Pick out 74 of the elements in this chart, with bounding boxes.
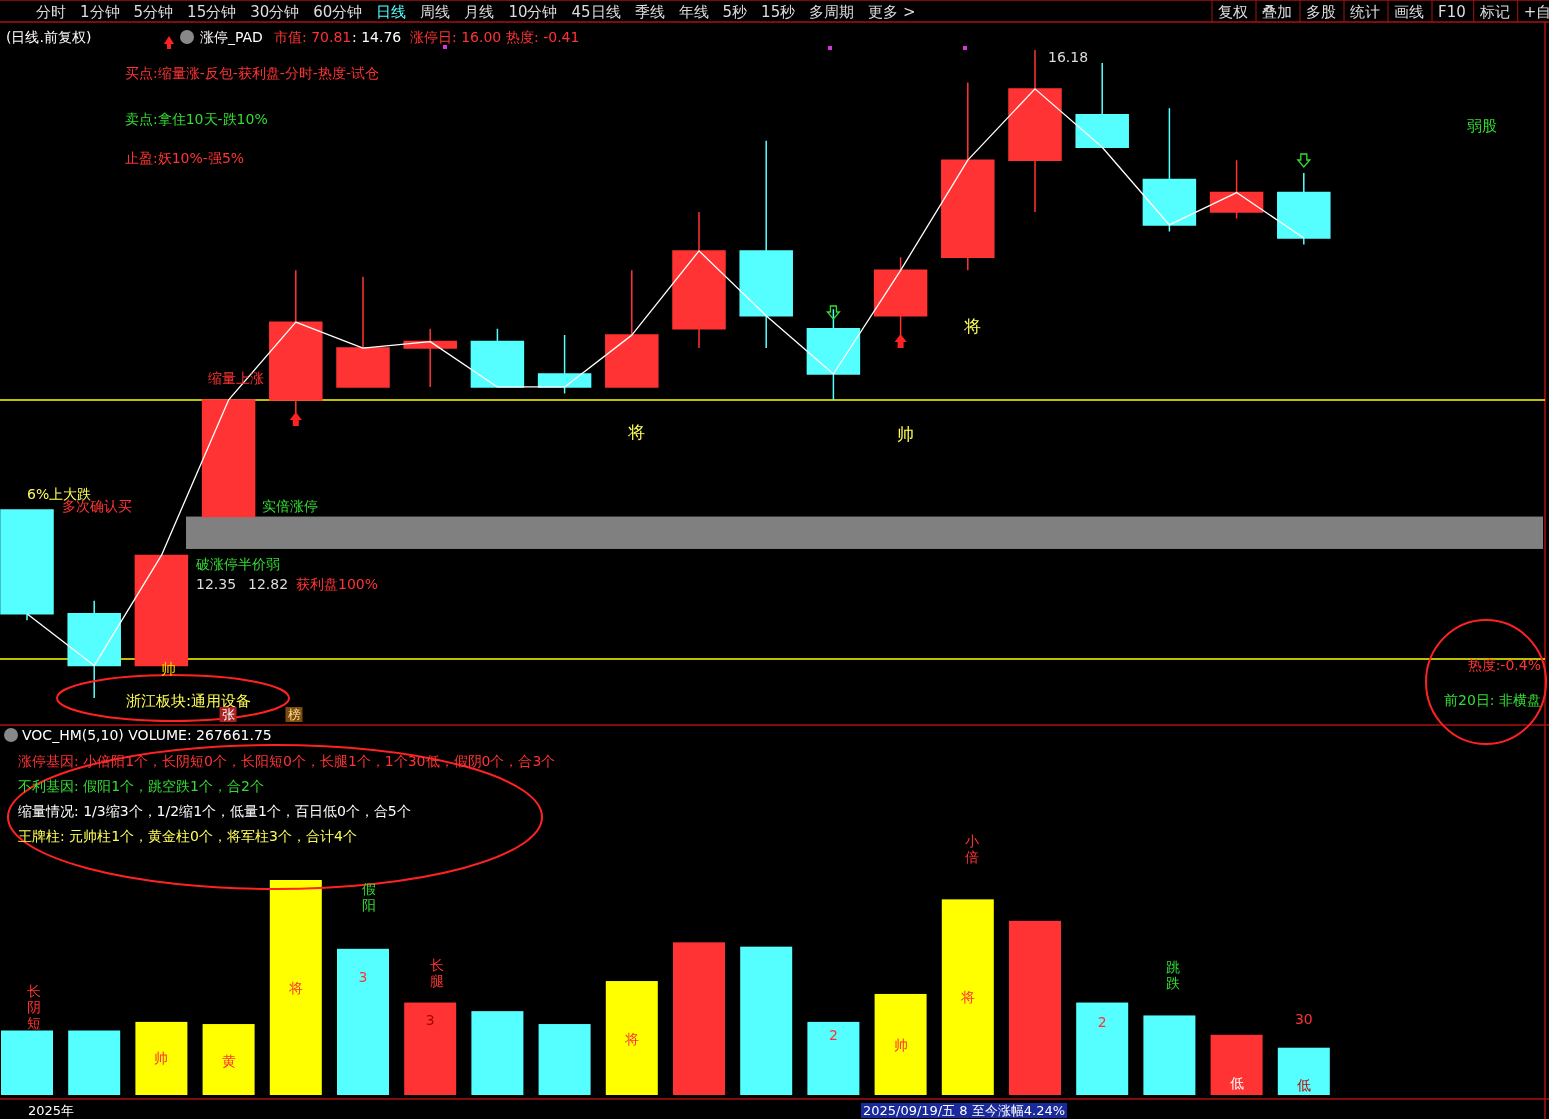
text: 热度: -0.41 — [506, 29, 580, 45]
annotation: 12.82 — [248, 576, 289, 592]
text: 60分钟 — [313, 3, 363, 21]
text: 月线 — [464, 3, 495, 21]
annotation: 将 — [287, 980, 303, 996]
annotation: 卖点:拿住10天-跌10% — [125, 111, 268, 127]
annotation: 将 — [626, 422, 645, 442]
annotation: 止盈:妖10%-强5% — [125, 150, 245, 166]
annotation: 3 — [358, 969, 368, 985]
annotation: 帅 — [893, 1037, 908, 1053]
text: 叠加 — [1262, 3, 1292, 21]
annotation: 实倍涨停 — [262, 498, 318, 514]
annotation: 将 — [959, 989, 975, 1005]
annotation: 2 — [828, 1027, 838, 1043]
text: 45日线 — [571, 3, 621, 21]
text: 2025年 — [28, 1103, 75, 1118]
text: 热度:-0.4% — [1467, 657, 1541, 673]
annotation: 长腿 — [430, 957, 444, 989]
annotation: 买点:缩量涨-反包-获利盘-分时-热度-试仓 — [125, 65, 379, 81]
annotation: 低 — [1296, 1077, 1311, 1093]
text: +自 — [1523, 3, 1549, 21]
annotation: 破涨停半价弱 — [195, 556, 280, 572]
text: : 14.76 — [352, 29, 402, 45]
text: 前20日: 非横盘 — [1444, 692, 1541, 708]
text: 市值: 70.81 — [274, 29, 352, 45]
text: 画线 — [1394, 3, 1424, 21]
text: F10 — [1438, 3, 1466, 21]
text: 5分钟 — [133, 3, 174, 21]
text: 周线 — [420, 3, 451, 21]
annotation: 长阴短 — [27, 983, 41, 1031]
text: 15秒 — [761, 3, 796, 21]
annotation: 3 — [425, 1012, 435, 1028]
annotation: 2 — [1097, 1014, 1107, 1030]
annotation: 跳跌 — [1166, 959, 1180, 991]
text: 更多 > — [868, 3, 916, 21]
text: 榜 — [287, 707, 301, 722]
text: 30分钟 — [250, 3, 300, 21]
text: 多股 — [1306, 3, 1336, 21]
text: 涨停_PAD — [200, 29, 263, 45]
text: 日线 — [376, 3, 407, 21]
annotation: 获利盘100% — [296, 576, 379, 592]
annotation: 低 — [1229, 1075, 1244, 1091]
text: 涨停日: 16.00 — [410, 29, 502, 45]
text: 年线 — [678, 3, 709, 21]
text: 10分钟 — [508, 3, 558, 21]
annotation: 假阳 — [362, 881, 376, 913]
annotation: 帅 — [154, 1050, 169, 1066]
text: 5秒 — [722, 3, 748, 21]
annotation: 30 — [1294, 1011, 1313, 1027]
text: 季线 — [634, 3, 665, 21]
chart-title: VOC_HM(5,10) VOLUME: 267661.75 — [22, 727, 272, 743]
text: 15分钟 — [187, 3, 237, 21]
annotation: 将 — [962, 316, 981, 336]
annotation: 将 — [623, 1031, 639, 1047]
text: 分时 — [36, 3, 66, 21]
text: 2025/09/19/五 8 至今涨幅4.24% — [862, 1103, 1066, 1118]
annotation: 6%上大跌 — [27, 486, 92, 502]
annotation: 帅 — [896, 424, 914, 444]
text: 张 — [221, 707, 235, 722]
text: 1分钟 — [80, 3, 120, 21]
annotation: 12.35 — [196, 576, 237, 592]
annotation: 16.18 — [1048, 49, 1089, 65]
text: 王牌柱: 元帅柱1个，黄金柱0个，将军柱3个，合计4个 — [18, 828, 357, 844]
text: 弱股 — [1467, 117, 1497, 135]
annotation: 浙江板块:通用设备 — [126, 692, 252, 710]
text: 缩量情况: 1/3缩3个，1/2缩1个，低量1个，百日低0个，合5个 — [18, 803, 411, 819]
text: 标记 — [1478, 3, 1510, 21]
text: 小倍 — [965, 833, 979, 865]
chart-title: (日线.前复权) — [6, 29, 92, 45]
annotation: 黄 — [221, 1053, 236, 1069]
annotation: 帅 — [160, 660, 176, 678]
text: 统计 — [1350, 3, 1380, 21]
text: 多周期 — [809, 3, 855, 21]
text: 复权 — [1218, 3, 1248, 21]
